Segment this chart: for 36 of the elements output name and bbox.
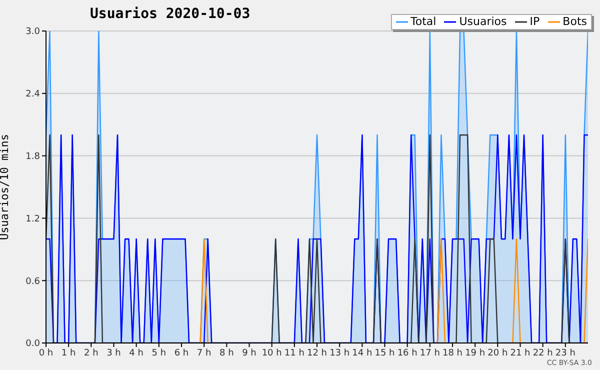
x-tick-label: 19 h bbox=[465, 348, 486, 358]
y-tick-label: 1.2 bbox=[26, 214, 40, 224]
y-tick-label: 2.4 bbox=[26, 90, 40, 100]
x-tick-label: 10 h bbox=[262, 348, 282, 358]
x-tick-label: 22 h bbox=[532, 348, 553, 358]
x-tick-label: 14 h bbox=[352, 348, 372, 358]
y-tick-label: 1.8 bbox=[26, 152, 40, 162]
x-tick-label: 21 h bbox=[510, 348, 530, 358]
x-tick-label: 20 h bbox=[488, 348, 508, 358]
legend-label: Usuarios bbox=[459, 15, 507, 29]
x-tick-label: 12 h bbox=[306, 348, 328, 358]
x-tick-label: 8 h bbox=[220, 348, 234, 358]
x-tick-label: 9 h bbox=[242, 348, 256, 358]
x-tick-label: 4 h bbox=[129, 348, 144, 358]
legend-label: Bots bbox=[562, 15, 587, 29]
y-axis-title: Usuarios/10 mins bbox=[0, 134, 11, 240]
x-tick-label: 17 h bbox=[420, 348, 440, 358]
x-tick-label: 0 h bbox=[38, 348, 54, 358]
x-tick-label: 7 h bbox=[196, 348, 212, 358]
y-tick-label: 0.0 bbox=[26, 339, 40, 350]
x-tick-label: 18 h bbox=[442, 348, 463, 358]
legend-label: IP bbox=[530, 15, 540, 29]
legend-label: Total bbox=[410, 15, 436, 29]
x-tick-label: 15 h bbox=[374, 348, 395, 358]
y-tick-label: 3.0 bbox=[26, 27, 40, 38]
x-tick-label: 3 h bbox=[106, 348, 121, 358]
x-tick-label: 5 h bbox=[152, 348, 166, 358]
x-tick-label: 2 h bbox=[84, 348, 98, 358]
x-tick-label: 6 h bbox=[174, 348, 189, 358]
x-tick-label: 23 h bbox=[555, 348, 576, 358]
y-tick-label: 0.6 bbox=[26, 276, 40, 287]
x-tick-label: 1 h bbox=[61, 348, 76, 358]
x-tick-label: 13 h bbox=[330, 348, 350, 358]
chart-title: Usuarios 2020-10-03 bbox=[90, 6, 250, 22]
x-tick-label: 16 h bbox=[397, 348, 418, 358]
x-tick-label: 11 h bbox=[284, 348, 304, 358]
